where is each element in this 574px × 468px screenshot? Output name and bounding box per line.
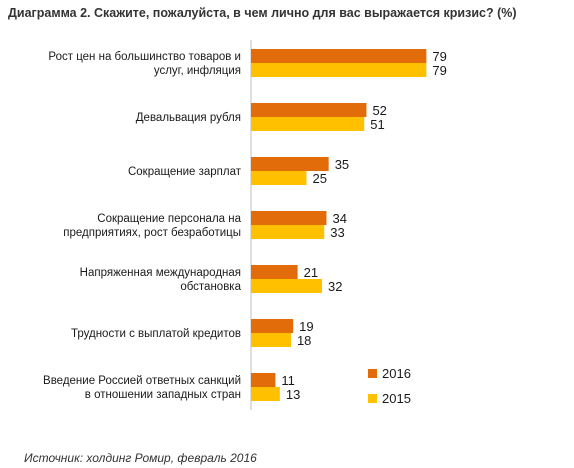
bar-2016 (251, 373, 276, 387)
category-label: Девальвация рубля (136, 112, 241, 124)
value-label-2015: 25 (313, 171, 327, 186)
bar-2016 (251, 157, 329, 171)
value-label-2016: 19 (299, 319, 313, 334)
category-label: Сокращение зарплат (128, 166, 242, 178)
category-label: Трудности с выплатой кредитов (71, 328, 241, 340)
bar-2015 (251, 171, 307, 185)
value-label-2016: 52 (372, 103, 386, 118)
bar-2015 (251, 387, 280, 401)
value-label-2016: 35 (335, 157, 349, 172)
value-label-2016: 79 (432, 49, 446, 64)
value-label-2015: 18 (297, 333, 311, 348)
category-label: Рост цен на большинство товаров и услуг, … (48, 51, 241, 77)
legend-swatch-2016 (368, 369, 377, 378)
chart-title: Диаграмма 2. Скажите, пожалуйста, в чем … (8, 6, 517, 20)
value-label-2015: 79 (432, 63, 446, 78)
category-label: Сокращение персонала на предприятиях, рос… (63, 213, 241, 239)
value-label-2016: 21 (304, 265, 318, 280)
bar-2016 (251, 319, 294, 333)
source-note: Источник: холдинг Ромир, февраль 2016 (24, 451, 257, 465)
bar-2015 (251, 279, 323, 293)
bar-2016 (251, 211, 327, 225)
bar-2015 (251, 225, 325, 239)
bar-2016 (251, 265, 298, 279)
value-label-2016: 11 (281, 373, 295, 388)
legend-label-2016: 2016 (382, 366, 411, 381)
bar-chart: Рост цен на большинство товаров и услуг, … (43, 40, 447, 410)
bar-2016 (251, 49, 427, 63)
category-label: Введение Россией ответных санкций в отнош… (43, 375, 241, 401)
bar-2016 (251, 103, 367, 117)
value-label-2015: 32 (328, 279, 342, 294)
value-label-2016: 34 (332, 211, 346, 226)
value-label-2015: 33 (330, 225, 344, 240)
category-label: Напряженная международная обстановка (80, 267, 242, 293)
bar-2015 (251, 63, 427, 77)
legend-swatch-2015 (368, 394, 377, 403)
legend-label-2015: 2015 (382, 391, 411, 406)
value-label-2015: 13 (286, 387, 300, 402)
bar-2015 (251, 333, 291, 347)
bar-2015 (251, 117, 365, 131)
value-label-2015: 51 (370, 117, 384, 132)
